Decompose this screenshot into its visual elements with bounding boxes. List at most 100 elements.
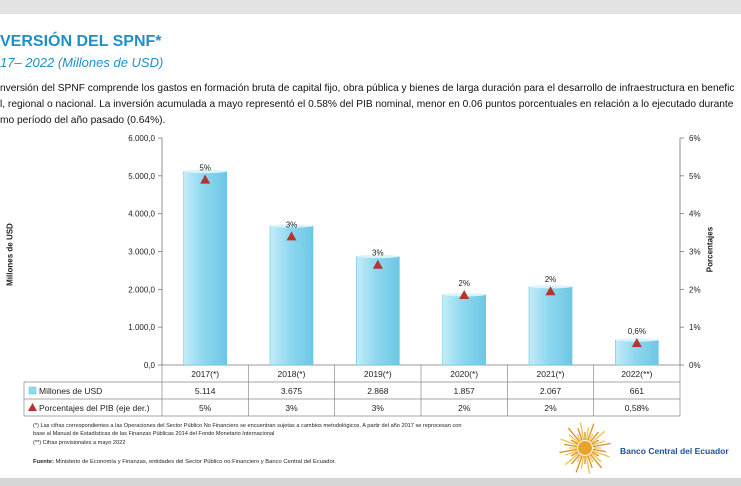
sun-ray — [564, 443, 578, 448]
y-tick-label-left: 4.000,0 — [128, 210, 155, 219]
y-tick-label-left: 6.000,0 — [128, 134, 155, 143]
y-tick-label-right: 5% — [689, 172, 701, 181]
bar — [183, 171, 227, 366]
sun-ray — [591, 451, 600, 457]
sun-ray — [592, 448, 606, 453]
sun-ray — [570, 451, 579, 457]
table-cell-usd: 2.868 — [367, 386, 389, 396]
bar — [442, 294, 486, 366]
sun-ray — [579, 422, 585, 441]
bar-chart: 0,0 1.000,0 2.000,0 3.000,0 4.000,0 5.000,0 6.… — [23, 134, 701, 417]
table-cell-pib: 3% — [372, 403, 385, 413]
x-tick-label: 2021(*) — [537, 369, 565, 379]
sun-ray — [588, 433, 594, 442]
sun-ray — [571, 453, 581, 465]
sun-ray — [588, 454, 594, 463]
sun-ray — [592, 442, 611, 448]
sun-ray — [585, 427, 590, 441]
sun-ray — [576, 433, 582, 442]
table-cell-pib: 2% — [458, 403, 471, 413]
sun-ray — [587, 455, 593, 468]
sun-ray — [567, 427, 581, 443]
pib-marker — [545, 286, 556, 296]
top-strip — [0, 0, 741, 14]
source-text: Ministerio de Economía y Finanzas, entid… — [53, 459, 336, 465]
table-cell-usd: 2.067 — [540, 386, 562, 396]
bar-top-highlight — [356, 254, 400, 259]
sun-ray — [576, 454, 582, 463]
legend-label-usd: Millones de USD — [39, 386, 102, 396]
y-tick-label-right: 6% — [689, 134, 701, 143]
sun-ray — [585, 455, 591, 474]
y-tick-label-left: 2.000,0 — [128, 285, 155, 294]
table-cell-usd: 5.114 — [195, 386, 216, 396]
sun-ray — [589, 453, 603, 469]
bar-top-highlight — [183, 169, 227, 174]
legend-swatch-usd — [28, 386, 37, 395]
sun-ray — [591, 439, 600, 445]
sun-ray — [590, 430, 606, 444]
table-cell-pib: 0,58% — [625, 403, 650, 413]
bar — [269, 225, 314, 366]
x-tick-label: 2017(*) — [191, 369, 219, 379]
sun-ray — [590, 452, 602, 462]
y-tick-label-right: 1% — [689, 323, 701, 332]
table-cell-pib: 2% — [544, 403, 557, 413]
bar — [528, 286, 573, 366]
bar — [356, 256, 400, 366]
table-cell-usd: 1.857 — [454, 386, 476, 396]
pib-marker — [372, 259, 383, 269]
y-tick-label-right: 3% — [689, 248, 701, 257]
bar-top-highlight — [270, 224, 313, 228]
table-cell-pib: 5% — [199, 403, 212, 413]
x-tick-label: 2019(*) — [364, 369, 392, 379]
sun-ray — [568, 434, 580, 444]
x-tick-label: 2020(*) — [450, 369, 478, 379]
pib-data-label: 2% — [458, 279, 470, 288]
sun-ray — [565, 450, 578, 456]
y-tick-label-left: 0,0 — [144, 361, 156, 370]
bottom-strip — [0, 478, 741, 486]
pib-marker — [200, 174, 211, 184]
source-note: Fuente: Ministerio de Economía y Finanza… — [33, 459, 336, 465]
sun-seal-icon — [559, 422, 611, 474]
brand-name: Banco Central del Ecuador — [620, 446, 729, 456]
pib-data-label: 3% — [372, 249, 384, 258]
y-tick-label-right: 2% — [689, 285, 701, 294]
sun-ray — [592, 450, 610, 458]
description-line-2: l, regional o nacional. La inversión acu… — [0, 99, 734, 110]
x-tick-label: 2022(**) — [621, 369, 652, 379]
pib-data-label: 5% — [199, 164, 211, 173]
table-cell-usd: 661 — [630, 386, 644, 396]
table-cell-usd: 3.675 — [281, 386, 303, 396]
legend-label-pib: Porcentajes del PIB (eje der.) — [39, 403, 150, 413]
pib-marker — [286, 231, 297, 241]
legend-swatch-pib — [28, 403, 37, 411]
page-subtitle: 17– 2022 (Millones de USD) — [0, 55, 164, 70]
pib-marker — [631, 338, 642, 348]
pib-data-label: 2% — [545, 275, 557, 284]
sun-ray — [560, 438, 578, 446]
description-line-1: nversión del SPNF comprende los gastos e… — [0, 83, 735, 94]
pib-data-label: 3% — [286, 220, 298, 229]
y-tick-label-left: 1.000,0 — [128, 323, 155, 332]
sun-ray — [580, 455, 585, 469]
pib-marker — [459, 290, 470, 300]
description-line-3: mo período del año pasado (0.64%). — [0, 115, 166, 126]
sun-ray — [592, 440, 605, 446]
footnote-2: base al Manual de Estadísticas de las Fi… — [33, 431, 275, 437]
y-tick-label-left: 3.000,0 — [128, 248, 155, 257]
footnote-3: (**) Cifras provisionales a mayo 2022 — [33, 440, 126, 446]
sun-ray — [564, 452, 580, 466]
x-tick-label: 2018(*) — [278, 369, 306, 379]
sun-ray — [570, 439, 579, 445]
sun-ray — [587, 423, 595, 441]
page-title: VERSIÓN DEL SPNF* — [0, 33, 162, 50]
footnote-1: (*) Las cifras correspondientes a las Op… — [33, 423, 462, 429]
source-label: Fuente: — [33, 459, 54, 465]
sun-ray — [575, 455, 583, 473]
y-tick-label-left: 5.000,0 — [128, 172, 155, 181]
y-tick-label-right: 0% — [689, 361, 701, 370]
pib-data-label: 0,6% — [628, 327, 646, 336]
sun-ray — [589, 431, 599, 443]
